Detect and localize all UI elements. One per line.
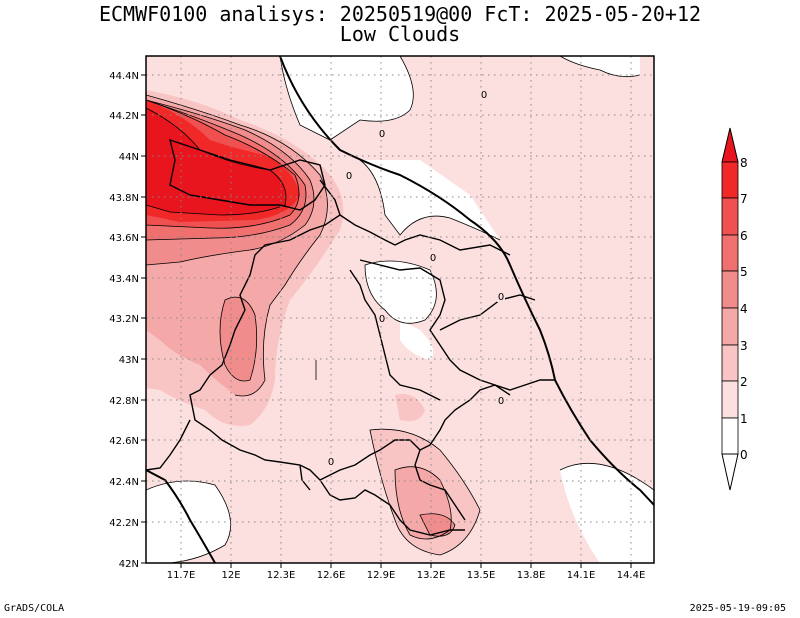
map-subtitle: Low Clouds [339, 22, 461, 46]
lat-tick-label: 44.4N [109, 71, 139, 82]
lat-tick-label: 42.8N [109, 396, 139, 407]
colorbar-labels: 8 7 6 5 4 3 2 1 0 [740, 156, 748, 462]
colorbar-label: 8 [740, 156, 748, 170]
colorbar-label: 5 [740, 265, 748, 279]
lat-tick-label: 43.8N [109, 193, 139, 204]
lon-tick-label: 12.3E [267, 570, 296, 581]
lat-tick-label: 43.2N [109, 314, 139, 325]
clear-area [560, 56, 640, 77]
colorbar [721, 127, 739, 491]
clear-area [365, 261, 437, 324]
level-2-area [395, 394, 425, 422]
level-4-area [220, 297, 257, 381]
lon-tick-label: 11.7E [167, 570, 196, 581]
contour-label: 0 [379, 314, 385, 325]
lat-tick-label: 43.6N [109, 233, 139, 244]
contour-label: 0 [430, 253, 436, 264]
contour-label: 0 [498, 292, 504, 303]
lat-tick-label: 44N [119, 152, 139, 163]
contour-label: 0 [498, 396, 504, 407]
contour-label: 0 [328, 457, 334, 468]
lat-tick-label: 42.2N [109, 518, 139, 529]
colorbar-label: 3 [740, 339, 748, 353]
clear-area [400, 320, 434, 360]
colorbar-label: 1 [740, 412, 748, 426]
lon-tick-labels: 11.7E 12E 12.3E 12.6E 12.9E 13.2E 13.5E … [167, 570, 646, 581]
lon-tick-label: 12.6E [317, 570, 346, 581]
graticule [146, 56, 654, 563]
lat-tick-label: 42.4N [109, 477, 139, 488]
clear-area [360, 160, 500, 240]
lon-tick-label: 13.5E [467, 570, 496, 581]
lon-tick-label: 14.4E [617, 570, 646, 581]
axis-ticks [141, 74, 632, 568]
colorbar-segment [721, 307, 739, 346]
colorbar-segment [721, 380, 739, 419]
colorbar-segment [721, 197, 739, 236]
colorbar-bottom-arrow [721, 453, 739, 491]
contour-lines [146, 56, 654, 563]
lon-tick-label: 13.2E [417, 570, 446, 581]
regional-borders [146, 138, 555, 536]
colorbar-segment [721, 344, 739, 382]
colorbar-label: 4 [740, 302, 748, 316]
colorbar-segment [721, 161, 739, 199]
cloud-field: 0 0 0 0 0 0 0 0 [146, 56, 654, 563]
lat-tick-label: 42N [119, 559, 139, 570]
colorbar-label: 2 [740, 375, 748, 389]
colorbar-segment [721, 417, 739, 455]
colorbar-top-arrow [721, 127, 739, 163]
footer-timestamp: 2025-05-19-09:05 [689, 603, 786, 614]
colorbar-label: 6 [740, 229, 748, 243]
colorbar-label: 7 [740, 192, 748, 206]
lat-tick-label: 42.6N [109, 436, 139, 447]
lat-tick-label: 43.4N [109, 274, 139, 285]
lat-tick-label: 44.2N [109, 111, 139, 122]
colorbar-label: 0 [740, 448, 748, 462]
coastline [279, 56, 654, 506]
map-title: ECMWF0100 analisys: 20250519@00 FcT: 202… [98, 2, 702, 26]
coastline-west [146, 469, 216, 563]
contour-label: 0 [346, 171, 352, 182]
lon-tick-label: 14.1E [567, 570, 596, 581]
lat-tick-labels: 44.4N 44.2N 44N 43.8N 43.6N 43.4N 43.2N … [109, 71, 139, 570]
colorbar-segment [721, 270, 739, 309]
lon-tick-label: 13.8E [517, 570, 546, 581]
lon-tick-label: 12.9E [367, 570, 396, 581]
lat-tick-label: 43N [119, 355, 139, 366]
lon-tick-label: 12E [221, 570, 240, 581]
colorbar-segment [721, 234, 739, 272]
footer-credit: GrADS/COLA [4, 603, 65, 614]
contour-label: 0 [481, 90, 487, 101]
contour-labels: 0 0 0 0 0 0 0 0 [327, 89, 505, 468]
map-frame [145, 55, 655, 564]
contour-label: 0 [379, 129, 385, 140]
